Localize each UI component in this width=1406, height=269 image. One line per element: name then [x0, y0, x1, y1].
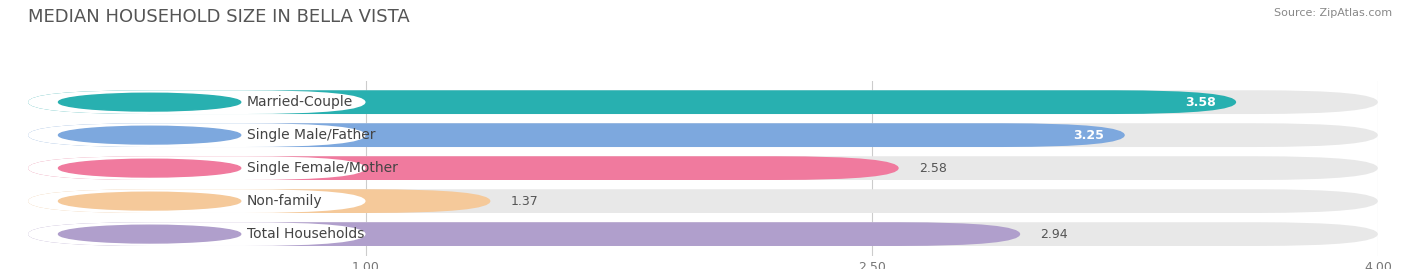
- Text: 2.94: 2.94: [1040, 228, 1069, 240]
- Text: Single Female/Mother: Single Female/Mother: [247, 161, 398, 175]
- FancyBboxPatch shape: [28, 189, 366, 213]
- FancyBboxPatch shape: [28, 156, 898, 180]
- Text: MEDIAN HOUSEHOLD SIZE IN BELLA VISTA: MEDIAN HOUSEHOLD SIZE IN BELLA VISTA: [28, 8, 411, 26]
- FancyBboxPatch shape: [28, 123, 366, 147]
- Circle shape: [59, 225, 240, 243]
- FancyBboxPatch shape: [28, 189, 1378, 213]
- FancyBboxPatch shape: [28, 123, 1125, 147]
- FancyBboxPatch shape: [28, 189, 491, 213]
- Text: Source: ZipAtlas.com: Source: ZipAtlas.com: [1274, 8, 1392, 18]
- Circle shape: [59, 93, 240, 111]
- Text: Single Male/Father: Single Male/Father: [247, 128, 375, 142]
- FancyBboxPatch shape: [28, 156, 1378, 180]
- FancyBboxPatch shape: [28, 90, 1236, 114]
- Circle shape: [59, 159, 240, 177]
- Circle shape: [59, 126, 240, 144]
- FancyBboxPatch shape: [28, 222, 1021, 246]
- Text: Married-Couple: Married-Couple: [247, 95, 353, 109]
- FancyBboxPatch shape: [28, 156, 366, 180]
- Text: 2.58: 2.58: [920, 162, 946, 175]
- FancyBboxPatch shape: [28, 90, 366, 114]
- FancyBboxPatch shape: [28, 123, 1378, 147]
- Text: Total Households: Total Households: [247, 227, 364, 241]
- Text: 3.25: 3.25: [1074, 129, 1105, 142]
- Circle shape: [59, 192, 240, 210]
- Text: 3.58: 3.58: [1185, 96, 1216, 109]
- Text: 1.37: 1.37: [510, 194, 538, 208]
- Text: Non-family: Non-family: [247, 194, 322, 208]
- FancyBboxPatch shape: [28, 222, 1378, 246]
- FancyBboxPatch shape: [28, 90, 1378, 114]
- FancyBboxPatch shape: [28, 222, 366, 246]
